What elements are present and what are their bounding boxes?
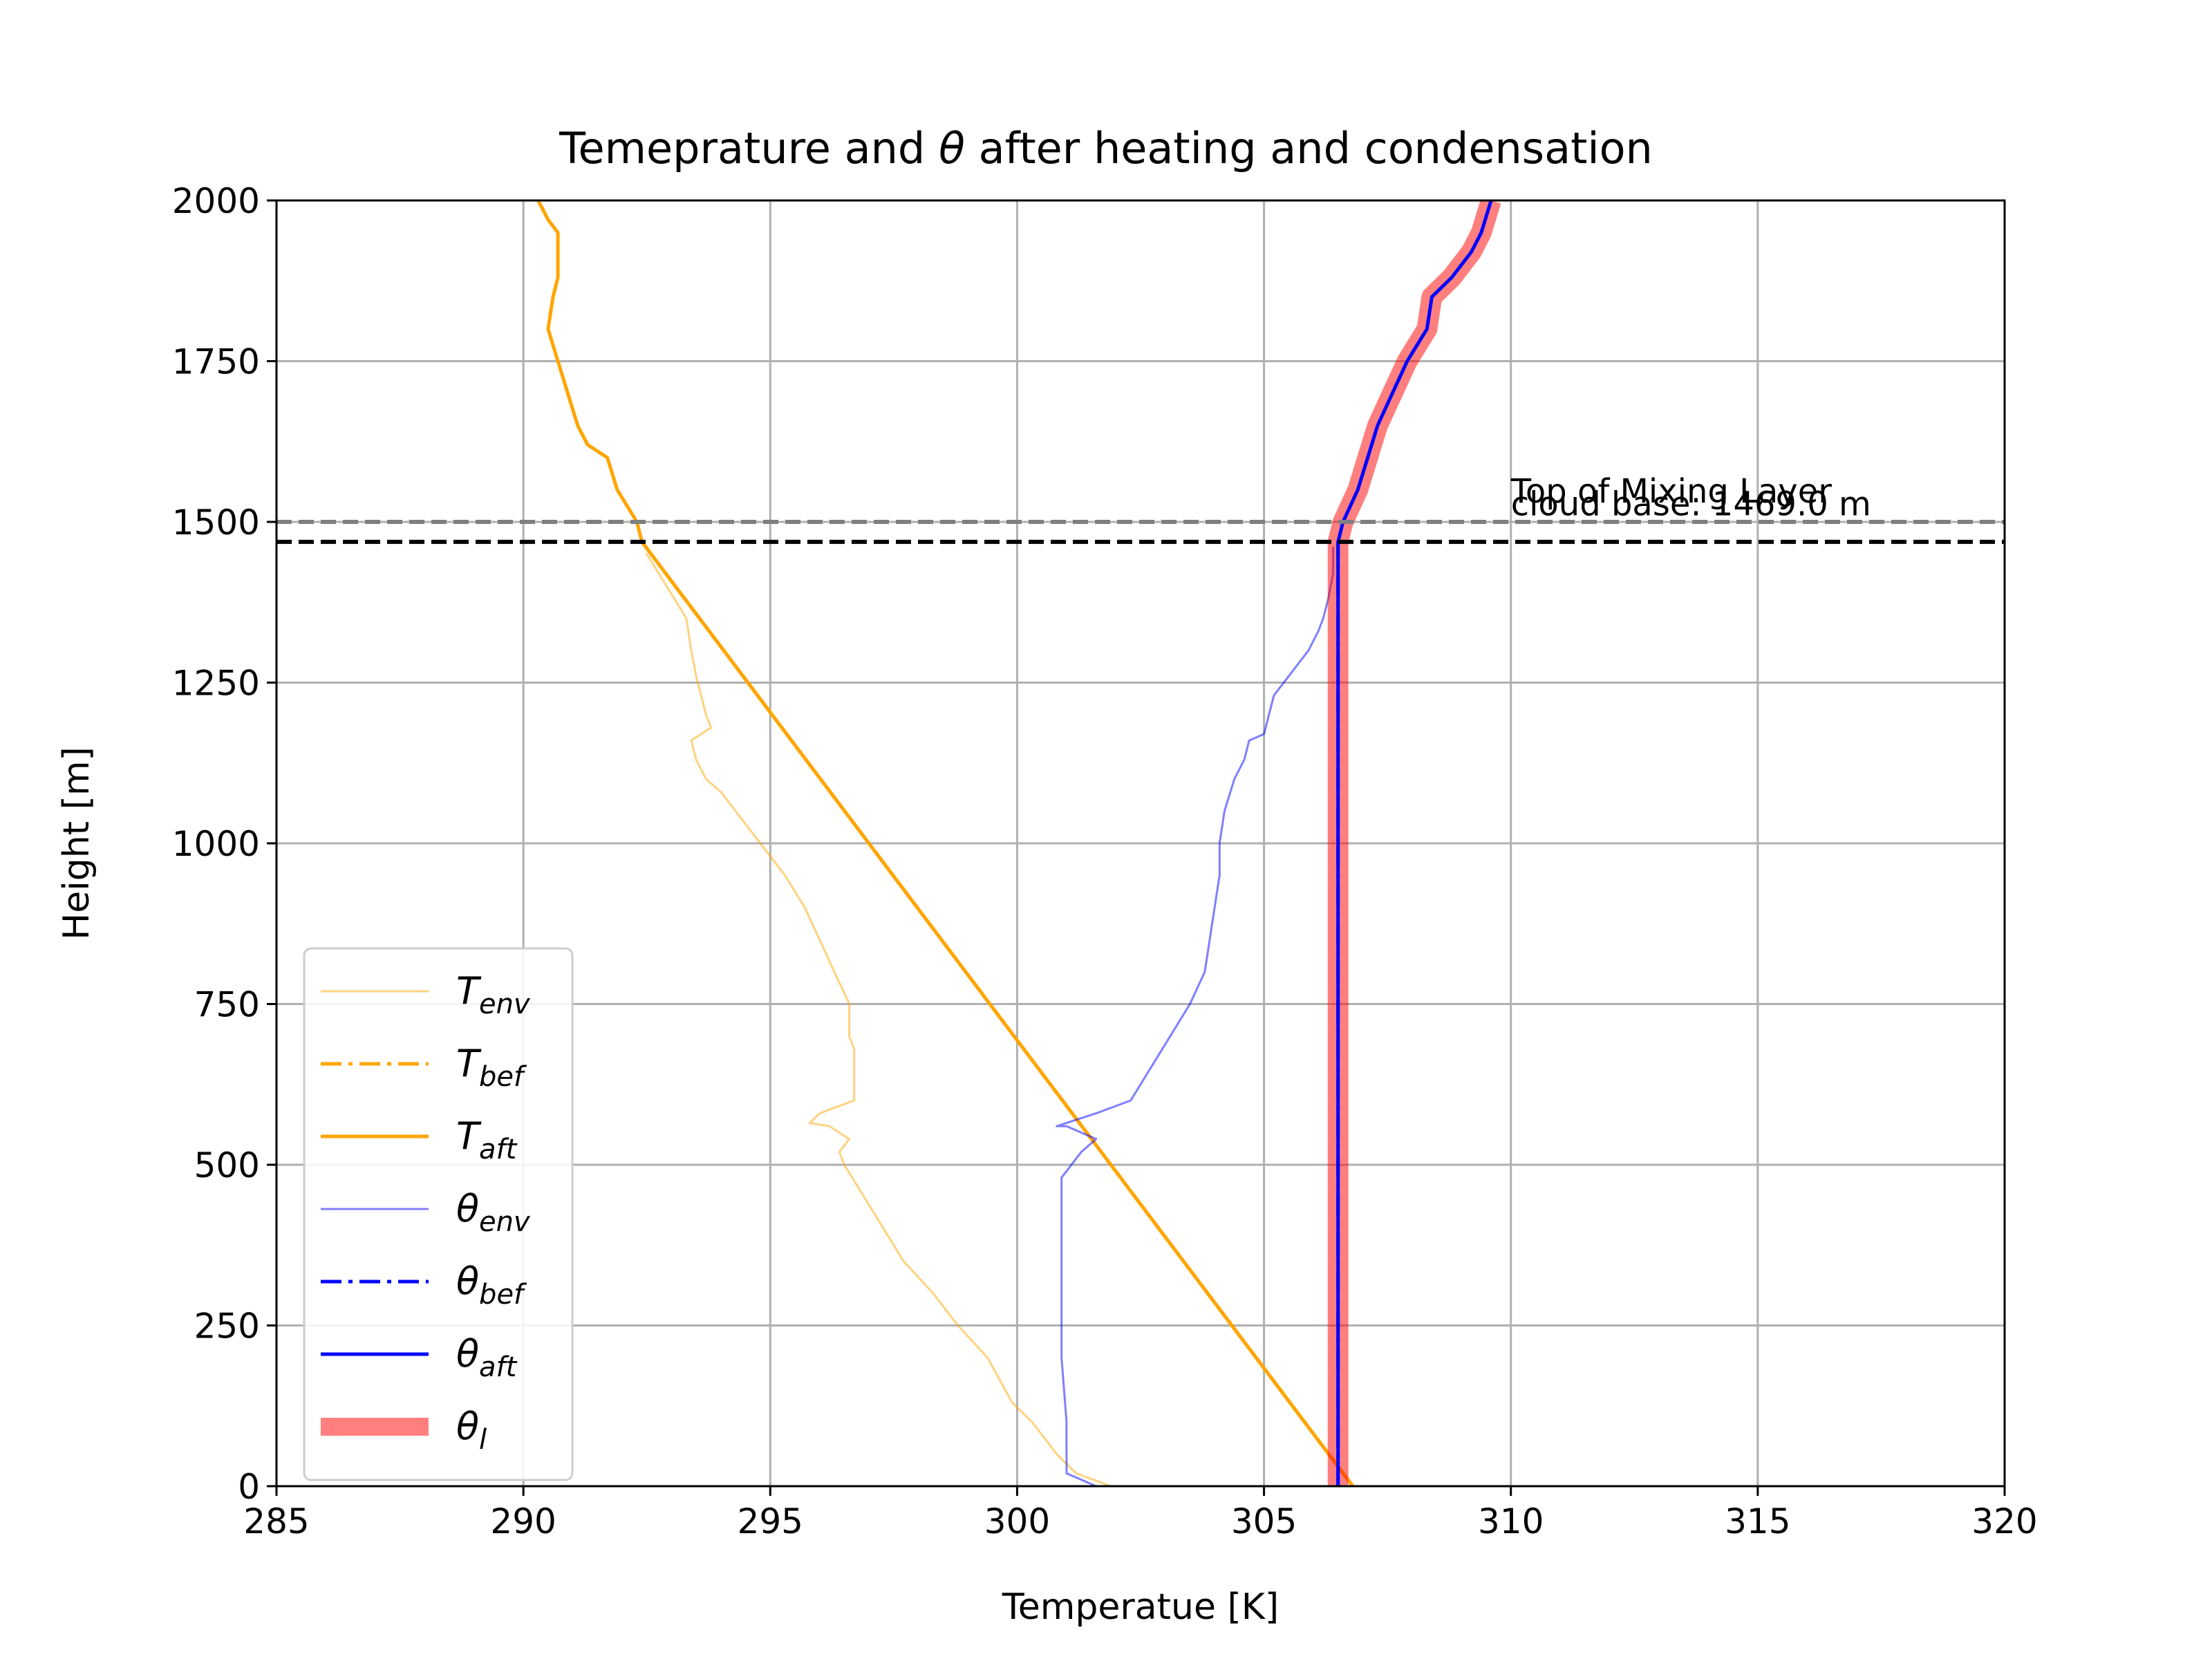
x-tick-label: 285 — [243, 1501, 309, 1541]
legend-label: θenv — [456, 1187, 531, 1238]
chart-title: Temeprature and θ after heating and cond… — [559, 123, 1653, 174]
x-tick-label: 310 — [1478, 1501, 1544, 1541]
legend-label: Tenv — [456, 969, 531, 1020]
legend-label: θaft — [456, 1332, 518, 1383]
x-tick-label: 290 — [490, 1501, 556, 1541]
series-layer — [536, 200, 1501, 1486]
legend-label: Taft — [456, 1114, 518, 1165]
legend-label: Tbef — [456, 1042, 527, 1093]
y-tick-label: 1000 — [172, 824, 260, 864]
series-line-theta-aft — [1336, 200, 1493, 1486]
y-tick-label: 1250 — [172, 664, 260, 704]
annotation-1: cloud base: 1469.0 m — [1511, 485, 1871, 524]
y-tick-label: 500 — [194, 1145, 260, 1185]
y-axis-label: Height [m] — [56, 747, 97, 940]
annotation-0: Top of Mixing Layer — [1510, 472, 1833, 511]
y-tick-label: 2000 — [172, 181, 260, 221]
x-tick-label: 320 — [1971, 1501, 2037, 1541]
y-tick-label: 0 — [238, 1467, 260, 1507]
y-tick-label: 1500 — [172, 503, 260, 543]
series-line-t-aft — [536, 200, 1355, 1486]
x-tick-label: 315 — [1725, 1501, 1790, 1541]
series-line-t-env — [646, 553, 1112, 1486]
legend-label: θl — [456, 1405, 487, 1456]
x-tick-label: 305 — [1231, 1501, 1297, 1541]
legend-box — [303, 947, 574, 1481]
horizontal-reference-lines — [276, 520, 2005, 544]
legend: Tenv Tbef Taft θenv θbef θaft θl — [303, 947, 574, 1481]
x-tick-label: 295 — [738, 1501, 803, 1541]
y-tick-label: 250 — [194, 1306, 260, 1347]
y-axis-ticks: 0 250 500 750 1000 1250 1500 1750 2000 — [172, 181, 276, 1507]
series-line-theta-env — [1056, 546, 1335, 1486]
legend-label: θbef — [456, 1259, 527, 1311]
x-axis-label: Temperatue [K] — [1002, 1586, 1279, 1628]
x-axis-ticks: 285 290 295 300 305 310 315 320 — [243, 1486, 2038, 1541]
y-tick-label: 1750 — [172, 342, 260, 382]
y-tick-label: 750 — [194, 985, 260, 1025]
x-tick-label: 300 — [984, 1501, 1050, 1541]
